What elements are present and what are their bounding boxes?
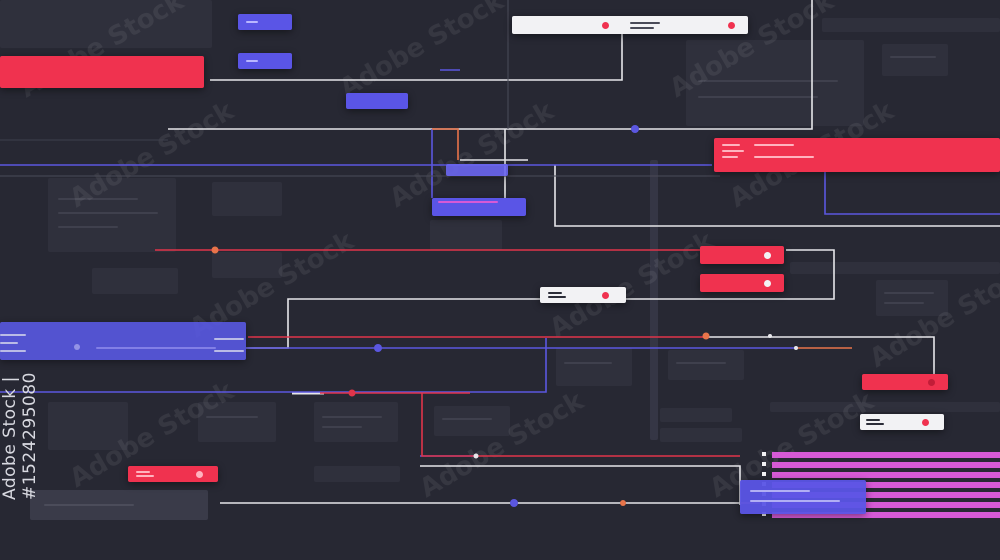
node-dot (768, 334, 772, 338)
wire-orange (432, 128, 459, 160)
bg-panel (92, 268, 178, 294)
node-dot (702, 332, 710, 340)
node-dot (374, 344, 382, 352)
wire-blue (824, 172, 1000, 215)
red-bar-block (0, 56, 204, 88)
blue-chip (238, 14, 292, 30)
bg-panel (790, 262, 1000, 274)
bg-panel (212, 182, 282, 216)
wire-blue (0, 338, 547, 393)
bg-panel (434, 406, 510, 436)
white-chip (540, 287, 626, 303)
red-chip (128, 466, 218, 482)
red-chip (700, 274, 784, 292)
bg-panel (660, 428, 742, 442)
bg-panel (48, 178, 176, 252)
blue-chip (346, 93, 408, 109)
wire-white (554, 165, 1000, 227)
bg-panel (822, 18, 1000, 32)
wire-white (626, 249, 835, 300)
bg-panel (660, 408, 732, 422)
node-dot (794, 346, 798, 350)
bg-panel (430, 220, 502, 250)
bg-panel (650, 160, 658, 440)
bg-panel (212, 252, 282, 278)
bg-panel (770, 402, 1000, 412)
blue-chip (446, 164, 508, 176)
node-dot (631, 125, 639, 133)
wire-white (210, 20, 623, 81)
blue-glow-block (0, 322, 246, 360)
bg-panel (556, 348, 632, 386)
bg-panel (668, 350, 744, 380)
watermark-id-text: Adobe Stock | #1524295080 (0, 372, 40, 500)
red-chip (862, 374, 948, 390)
node-dot (620, 500, 626, 506)
node-dot (473, 453, 479, 459)
white-chip (860, 414, 944, 430)
bg-panel (876, 280, 948, 316)
bg-panel (882, 44, 948, 76)
bg-panel (198, 402, 276, 442)
white-card (512, 16, 748, 34)
bg-panel (30, 490, 208, 520)
wire-red (421, 393, 740, 457)
bg-panel (686, 40, 864, 126)
node-dot (348, 389, 356, 397)
wire-white (420, 465, 741, 505)
bg-panel (314, 402, 398, 442)
red-card (714, 138, 1000, 172)
bg-panel (314, 466, 400, 482)
blue-chip (432, 198, 526, 216)
wire-white (168, 0, 813, 130)
bg-panel (0, 0, 212, 48)
wire-white (246, 298, 540, 349)
node-dot (211, 246, 219, 254)
red-chip (700, 246, 784, 264)
node-dot (510, 499, 518, 507)
bg-panel (48, 402, 128, 450)
blue-chip (238, 53, 292, 69)
blue-chip (740, 480, 866, 514)
wire-white (708, 336, 935, 374)
